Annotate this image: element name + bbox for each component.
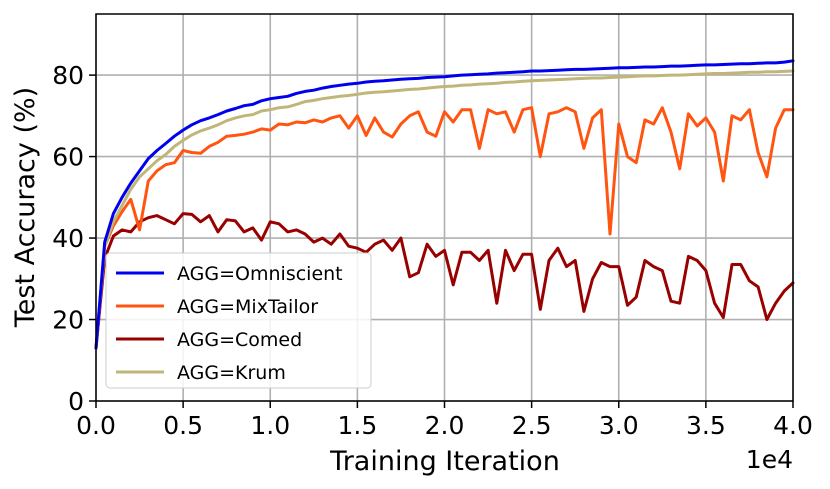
- legend-box: [105, 252, 372, 389]
- y-tick-label: 80: [52, 61, 84, 90]
- y-tick-label: 40: [52, 224, 84, 253]
- legend-label: AGG=Omniscient: [177, 263, 343, 285]
- series-line-comed: [94, 212, 795, 350]
- legend-label: AGG=Krum: [177, 362, 286, 384]
- x-tick-label: 3.0: [599, 411, 639, 440]
- series-line-omniscient: [94, 59, 795, 350]
- series-line-mixtailor: [94, 106, 795, 350]
- series-line-krum: [94, 69, 795, 350]
- x-tick-label: 0.0: [76, 411, 116, 440]
- x-tick-label: 3.5: [686, 411, 726, 440]
- legend-label: AGG=MixTailor: [177, 296, 318, 318]
- x-tick-label: 1.0: [250, 411, 290, 440]
- x-tick-label: 0.5: [163, 411, 203, 440]
- x-tick-label: 2.5: [512, 411, 552, 440]
- legend: AGG=Omniscient AGG=MixTailor AGG=Comed AGG=…: [105, 252, 372, 389]
- y-axis-ticks: 0 20 40 60 80: [52, 61, 96, 416]
- y-tick-label: 0: [68, 387, 84, 416]
- legend-label: AGG=Comed: [177, 329, 302, 351]
- x-tick-label: 2.0: [425, 411, 465, 440]
- x-tick-label: 1.5: [337, 411, 377, 440]
- series-lines: [94, 59, 795, 350]
- y-tick-label: 60: [52, 143, 84, 172]
- x-axis-offset-label: 1e4: [746, 445, 793, 474]
- x-axis-title: Training Iteration: [329, 446, 560, 477]
- y-tick-label: 20: [52, 306, 84, 335]
- x-tick-label: 4.0: [773, 411, 813, 440]
- y-axis-title: Test Accuracy (%): [10, 87, 41, 328]
- x-axis-ticks: 0.0 0.5 1.0 1.5 2.0 2.5 3.0 3.5 4.0: [76, 401, 813, 440]
